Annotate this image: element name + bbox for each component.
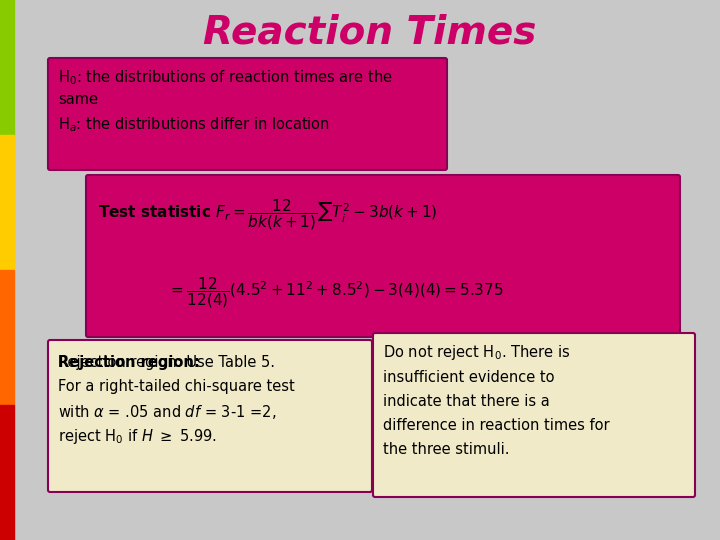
- Text: indicate that there is a: indicate that there is a: [383, 394, 550, 408]
- Text: Reaction Times: Reaction Times: [203, 13, 536, 51]
- Text: H$_0$: the distributions of reaction times are the: H$_0$: the distributions of reaction tim…: [58, 69, 392, 87]
- Text: Rejection region:: Rejection region:: [58, 354, 199, 369]
- Bar: [0, 135, 14, 270]
- Bar: [0, 270, 14, 405]
- FancyBboxPatch shape: [48, 340, 372, 492]
- Text: For a right-tailed chi-square test: For a right-tailed chi-square test: [58, 380, 294, 395]
- Text: difference in reaction times for: difference in reaction times for: [383, 417, 610, 433]
- Text: reject H$_0$ if $H$ $\geq$ 5.99.: reject H$_0$ if $H$ $\geq$ 5.99.: [58, 428, 217, 447]
- Text: Rejection region: Use Table 5.: Rejection region: Use Table 5.: [58, 354, 275, 369]
- Text: H$_a$: the distributions differ in location: H$_a$: the distributions differ in locat…: [58, 116, 330, 134]
- Text: Test statistic $F_r = \dfrac{12}{bk(k+1)}\sum T_i^2 - 3b(k+1)$: Test statistic $F_r = \dfrac{12}{bk(k+1)…: [98, 198, 438, 232]
- Text: Do not reject H$_0$. There is: Do not reject H$_0$. There is: [383, 343, 570, 362]
- Text: same: same: [58, 92, 98, 107]
- Text: the three stimuli.: the three stimuli.: [383, 442, 510, 456]
- FancyBboxPatch shape: [373, 333, 695, 497]
- Text: with $\alpha$ = .05 and $df$ = 3-1 =2,: with $\alpha$ = .05 and $df$ = 3-1 =2,: [58, 403, 276, 421]
- Bar: [0, 0, 14, 135]
- FancyBboxPatch shape: [48, 58, 447, 170]
- Text: $= \dfrac{12}{12(4)}(4.5^2 + 11^2 + 8.5^2) - 3(4)(4) = 5.375$: $= \dfrac{12}{12(4)}(4.5^2 + 11^2 + 8.5^…: [168, 275, 504, 310]
- FancyBboxPatch shape: [86, 175, 680, 337]
- Bar: [0, 405, 14, 540]
- Text: insufficient evidence to: insufficient evidence to: [383, 369, 554, 384]
